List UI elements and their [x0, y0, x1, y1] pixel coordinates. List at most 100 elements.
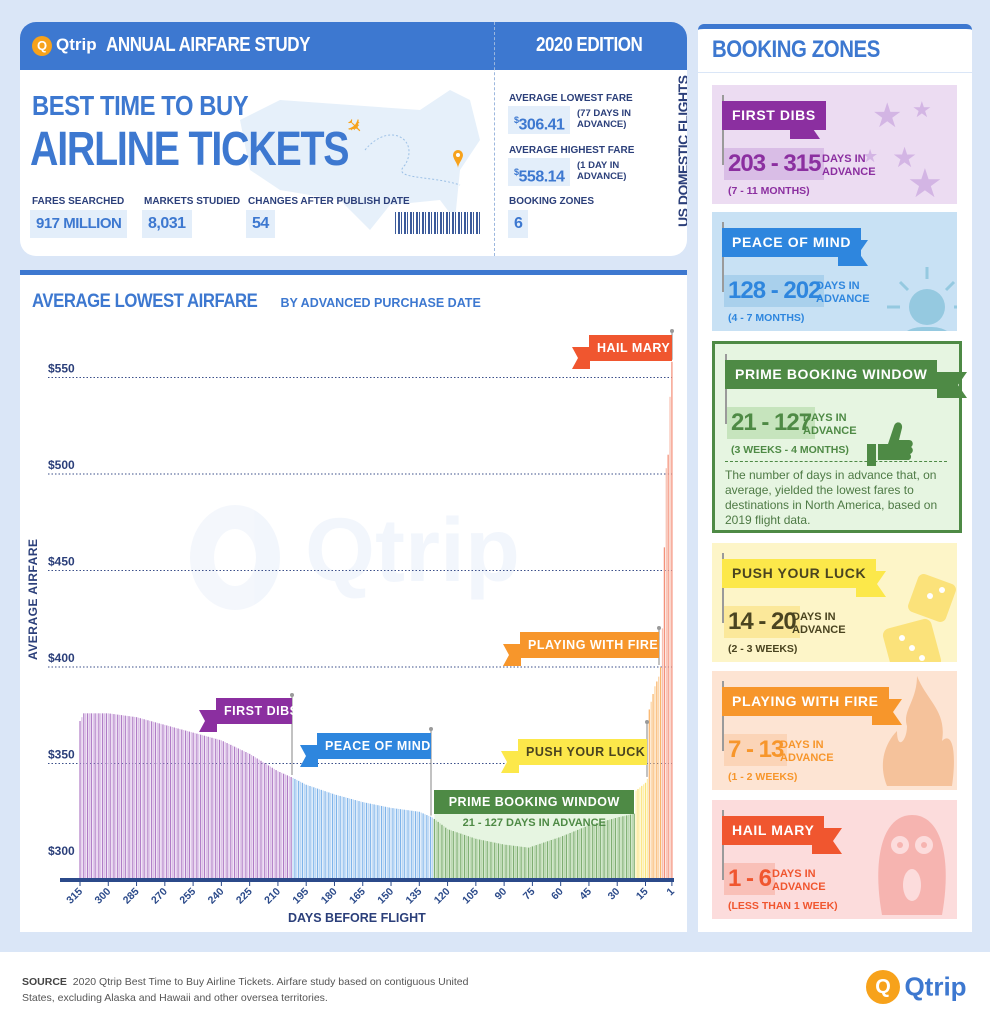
- bar-day-255: [192, 732, 194, 878]
- bar-day-248: [205, 736, 207, 878]
- bar-day-24: [627, 814, 630, 878]
- zone-range: 128 - 202: [724, 275, 825, 307]
- bar-day-16: [643, 784, 645, 878]
- bar-day-17: [641, 785, 643, 878]
- zone-card-push-your-luck: PUSH YOUR LUCK 14 - 20 DAYS IN ADVANCE (…: [712, 543, 957, 662]
- bar-day-84: [514, 845, 517, 878]
- zone-period: (LESS THAN 1 WEEK): [728, 900, 838, 912]
- footer-brand: Qtrip: [904, 971, 967, 1002]
- bar-day-235: [230, 744, 232, 878]
- bar-day-91: [501, 844, 503, 878]
- bar-day-273: [158, 723, 160, 878]
- flag-tail-icon: [501, 751, 519, 773]
- bar-day-208: [281, 772, 283, 878]
- bar-day-101: [482, 840, 485, 878]
- zone-unit: DAYS IN ADVANCE: [780, 739, 834, 764]
- x-tick-label: 60: [549, 886, 566, 903]
- bar-day-64: [552, 839, 554, 878]
- bar-day-290: [126, 715, 128, 878]
- bar-day-65: [550, 840, 552, 878]
- bar-day-256: [190, 732, 192, 878]
- bar-day-281: [143, 719, 145, 878]
- bar-day-169: [354, 800, 356, 878]
- flag-pole: [722, 222, 724, 292]
- bar-day-107: [471, 837, 473, 878]
- bar-day-48: [582, 827, 584, 878]
- bar-day-56: [567, 833, 569, 878]
- bar-day-308: [92, 713, 94, 878]
- bar-day-211: [275, 770, 277, 878]
- x-tick-label: 300: [93, 886, 114, 907]
- highest-fare-note: (1 DAY IN ADVANCE): [577, 160, 627, 182]
- bar-day-89: [505, 844, 507, 878]
- bar-day-310: [88, 713, 91, 878]
- bar-day-311: [86, 713, 89, 878]
- bar-day-99: [486, 841, 488, 878]
- zone-unit: DAYS IN ADVANCE: [816, 280, 870, 305]
- bar-day-32: [612, 818, 615, 878]
- bar-day-267: [169, 726, 172, 878]
- bar-day-252: [198, 734, 200, 878]
- x-tick-label: 90: [492, 886, 509, 903]
- bar-day-12: [650, 701, 652, 878]
- zone-range: 7 - 13: [724, 734, 788, 766]
- stat-value-fares: 917 MILLION: [30, 210, 128, 238]
- currency-symbol: $: [514, 167, 519, 177]
- bar-day-307: [94, 713, 96, 878]
- bar-day-313: [83, 713, 85, 878]
- bar-day-274: [156, 722, 158, 878]
- bar-day-111: [463, 834, 466, 878]
- bar-day-160: [371, 804, 373, 878]
- x-tick-label: 165: [347, 886, 368, 907]
- x-tick-label: 30: [606, 886, 623, 903]
- bar-day-115: [456, 832, 458, 878]
- bar-day-200: [296, 779, 298, 878]
- x-tick-label: 150: [375, 886, 396, 907]
- zone-description: The number of days in advance that, on a…: [725, 468, 938, 527]
- flag-pole-cap: [670, 329, 674, 333]
- bar-day-52: [575, 830, 577, 878]
- bar-day-161: [369, 803, 371, 878]
- qtrip-logo-icon: Q: [32, 36, 52, 56]
- bar-day-87: [509, 845, 511, 878]
- bar-day-135: [418, 811, 420, 878]
- chart-flag-first-dibs: FIRST DIBS: [216, 698, 298, 724]
- bar-day-181: [331, 793, 334, 878]
- chart-flag-playing-with-fire: PLAYING WITH FIRE: [520, 632, 659, 658]
- bar-day-54: [571, 832, 573, 878]
- bar-day-61: [558, 837, 560, 878]
- bar-day-19: [637, 788, 639, 878]
- bar-day-39: [599, 822, 601, 878]
- chart-flag-push-your-luck: PUSH YOUR LUCK: [518, 739, 647, 765]
- bar-day-276: [152, 721, 155, 878]
- bar-day-190: [315, 787, 317, 878]
- bar-day-141: [407, 810, 409, 878]
- bar-day-59: [561, 836, 564, 878]
- bar-day-231: [237, 748, 239, 878]
- bar-day-41: [595, 823, 598, 878]
- zone-divider: [725, 461, 947, 462]
- watermark-logo: Qtrip: [190, 500, 520, 610]
- zone-flag-label: PLAYING WITH FIRE: [722, 687, 889, 716]
- thumbs-up-icon: [867, 422, 913, 466]
- bar-day-43: [592, 824, 594, 878]
- bar-day-266: [171, 726, 174, 878]
- prime-window-note: 21 - 127 DAYS IN ADVANCE: [462, 817, 606, 829]
- bar-day-197: [301, 782, 304, 878]
- bar-day-170: [352, 799, 354, 878]
- bar-day-128: [431, 817, 434, 878]
- bar-day-223: [252, 756, 255, 878]
- bar-day-259: [184, 730, 187, 878]
- bar-day-78: [526, 847, 528, 878]
- bar-day-145: [399, 809, 402, 878]
- bar-day-51: [577, 829, 579, 878]
- bar-day-222: [254, 757, 256, 878]
- bar-day-244: [213, 738, 215, 878]
- bar-day-25: [626, 815, 628, 878]
- bar-day-143: [403, 809, 405, 878]
- bar-day-96: [492, 842, 494, 878]
- bar-day-291: [124, 715, 126, 878]
- bar-day-271: [162, 724, 164, 878]
- bar-day-139: [411, 810, 413, 878]
- qtrip-logo-icon: Q: [866, 970, 900, 1004]
